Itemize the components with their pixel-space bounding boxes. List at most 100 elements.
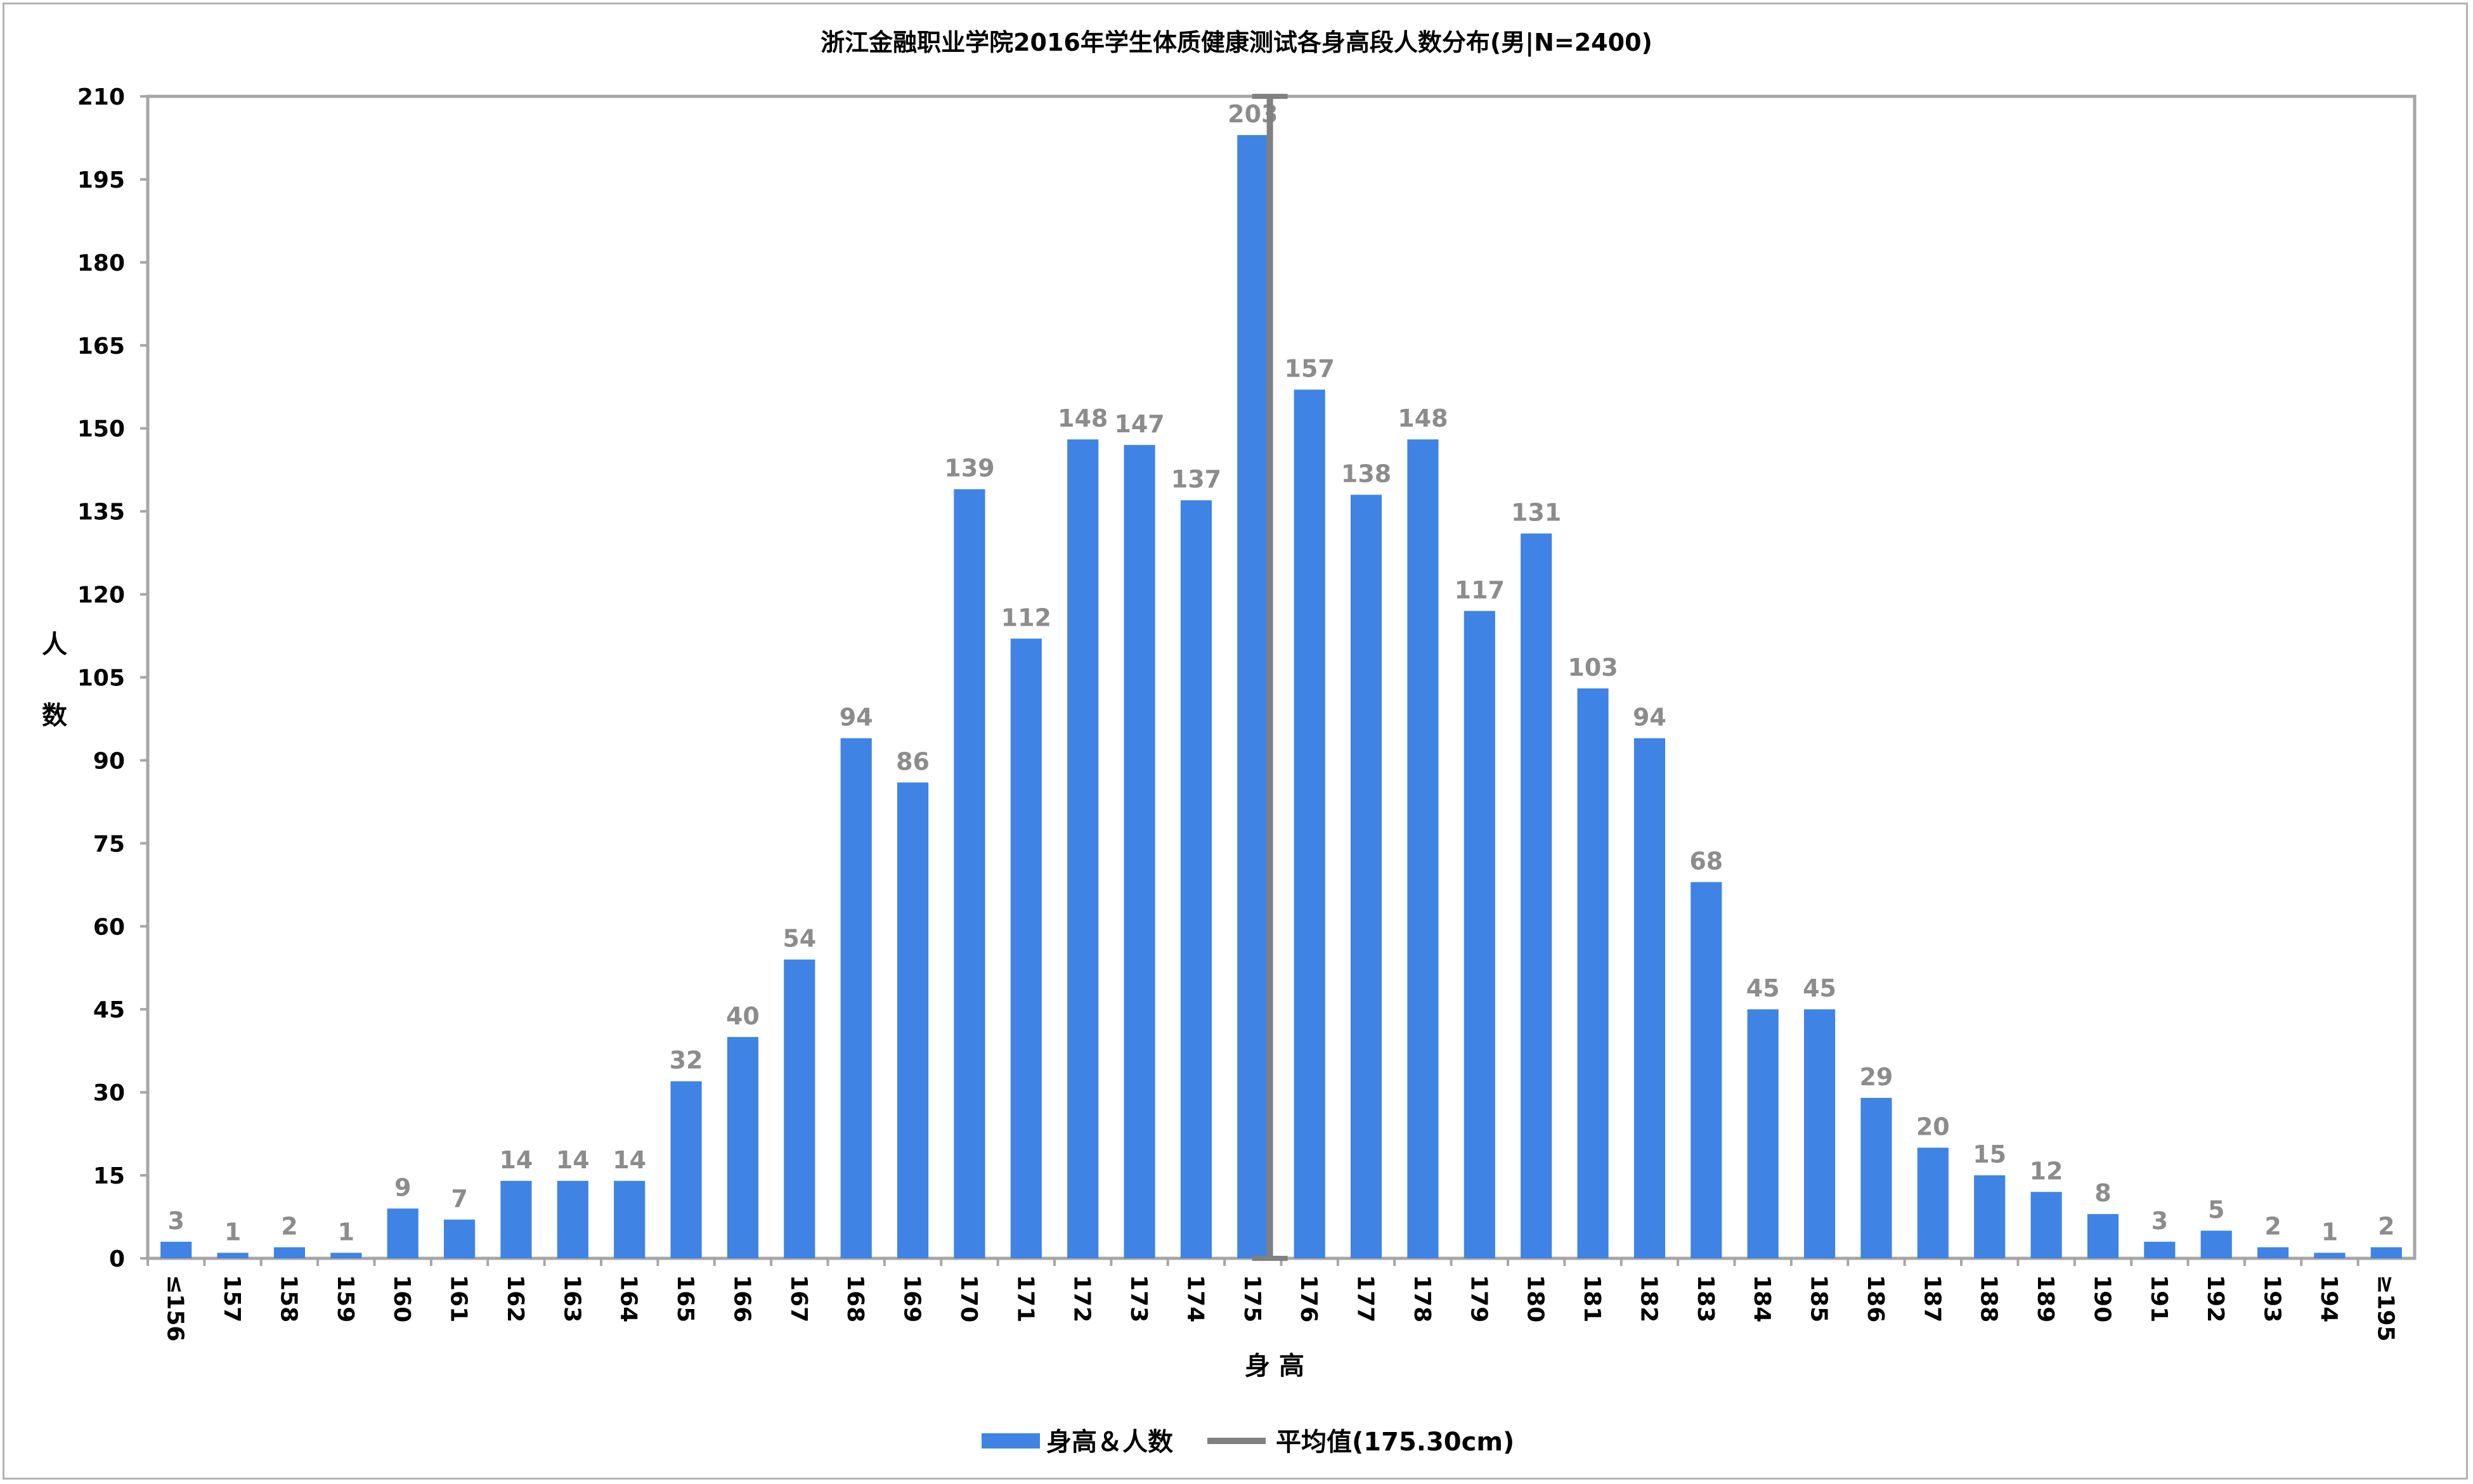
x-axis-title: 身 高	[1245, 1352, 1304, 1381]
y-tick-label: 210	[77, 84, 125, 110]
data-label: 12	[2030, 1157, 2063, 1185]
bar	[217, 1253, 249, 1258]
bar	[1917, 1147, 1949, 1258]
data-label: 8	[2094, 1179, 2111, 1207]
bar	[1067, 439, 1099, 1259]
bar	[273, 1247, 306, 1258]
data-label: 94	[1633, 704, 1666, 732]
x-tick-label: 169	[899, 1275, 925, 1322]
data-label: 1	[2321, 1218, 2338, 1246]
x-tick-label: 184	[1749, 1275, 1775, 1322]
y-tick-label: 45	[93, 997, 125, 1023]
data-label: 29	[1859, 1063, 1893, 1091]
x-tick-label: 181	[1579, 1275, 1605, 1322]
data-label: 9	[394, 1173, 411, 1201]
data-label: 45	[1803, 974, 1836, 1002]
data-label: 3	[2152, 1207, 2168, 1235]
y-tick-label: 105	[77, 666, 125, 692]
legend-label-mean: 平均值(175.30cm)	[1276, 1428, 1514, 1457]
x-tick-label: 190	[2089, 1275, 2115, 1322]
x-axis-ticks: ≤156 157 158 159 160 161 162 163 164 165 166 167 168…	[146, 1258, 2398, 1341]
data-label: 1	[338, 1218, 354, 1246]
data-label: 2	[2378, 1213, 2394, 1241]
x-tick-label: 160	[389, 1275, 415, 1322]
bar	[1464, 610, 1495, 1258]
chart-title: 浙江金融职业学院2016年学生体质健康测试各身高段人数分布(男|N=2400)	[821, 29, 1652, 57]
x-tick-label: 159	[332, 1275, 358, 1322]
x-tick-label: 165	[672, 1275, 698, 1322]
bar	[2030, 1192, 2062, 1258]
bar	[1521, 533, 1552, 1258]
legend-label-bars: 身高＆人数	[1046, 1428, 1173, 1457]
bar	[2370, 1247, 2402, 1258]
bar	[1691, 882, 1722, 1258]
data-label: 7	[451, 1185, 467, 1213]
x-tick-label: 162	[502, 1275, 528, 1322]
bar	[2087, 1214, 2119, 1258]
bar	[387, 1208, 419, 1258]
data-label: 20	[1916, 1113, 1950, 1140]
bar-series	[160, 135, 2402, 1259]
plot-area	[146, 94, 2417, 1260]
x-tick-label: 164	[616, 1275, 642, 1322]
data-label: 32	[670, 1047, 703, 1074]
legend: 身高＆人数 平均值(175.30cm)	[982, 1428, 1514, 1457]
bar	[897, 782, 929, 1258]
data-label: 137	[1171, 465, 1221, 493]
bar	[1294, 389, 1325, 1258]
x-tick-label: 194	[2316, 1275, 2342, 1322]
y-tick-label: 30	[93, 1080, 125, 1106]
bar	[330, 1253, 362, 1258]
data-label: 5	[2208, 1196, 2224, 1223]
bar	[2314, 1253, 2346, 1258]
y-axis-title-char: 人	[42, 630, 67, 659]
data-label: 1	[224, 1218, 241, 1246]
data-label: 14	[613, 1146, 646, 1174]
data-label: 68	[1689, 847, 1723, 875]
x-tick-label: 161	[446, 1275, 472, 1322]
x-tick-label: 191	[2146, 1275, 2172, 1322]
data-label: 138	[1341, 460, 1391, 487]
data-label: 157	[1285, 355, 1335, 383]
legend-swatch-mean	[1207, 1438, 1266, 1444]
bar	[2257, 1247, 2289, 1258]
x-tick-label: 158	[275, 1275, 301, 1322]
bar	[1124, 444, 1155, 1258]
x-tick-label: 185	[1806, 1275, 1832, 1322]
bar	[500, 1180, 532, 1258]
bar	[1010, 638, 1042, 1258]
data-label: 2	[281, 1213, 297, 1241]
bar	[727, 1036, 759, 1258]
x-tick-label: 170	[956, 1275, 982, 1322]
bar	[1803, 1009, 1836, 1258]
x-tick-label: ≥195	[2372, 1275, 2398, 1341]
bar	[784, 959, 815, 1258]
bar	[2200, 1230, 2232, 1258]
data-label: 14	[556, 1146, 590, 1174]
bar	[840, 738, 872, 1258]
bar	[670, 1081, 702, 1258]
data-label: 148	[1398, 404, 1448, 432]
y-tick-label: 60	[93, 914, 125, 940]
y-tick-label: 15	[93, 1163, 125, 1189]
bar	[1407, 439, 1439, 1259]
data-label: 112	[1001, 603, 1051, 631]
legend-swatch-bars	[982, 1433, 1040, 1449]
data-label: 14	[499, 1146, 533, 1174]
x-tick-label: 183	[1692, 1275, 1718, 1322]
bar	[1747, 1009, 1779, 1258]
bar	[1237, 135, 1269, 1259]
bar	[1350, 494, 1382, 1258]
x-tick-label: 171	[1012, 1275, 1038, 1322]
bar	[1633, 738, 1666, 1258]
x-tick-label: 188	[1976, 1275, 2002, 1322]
mean-line-group	[1252, 94, 1288, 1261]
bar	[2144, 1241, 2176, 1258]
x-tick-label: 173	[1126, 1275, 1152, 1322]
data-label: 45	[1746, 974, 1780, 1002]
x-tick-label: 174	[1182, 1275, 1208, 1322]
y-tick-label: 150	[77, 416, 125, 442]
y-axis-title-char: 数	[42, 701, 67, 730]
data-label: 54	[782, 925, 816, 953]
y-tick-label: 135	[77, 500, 125, 526]
